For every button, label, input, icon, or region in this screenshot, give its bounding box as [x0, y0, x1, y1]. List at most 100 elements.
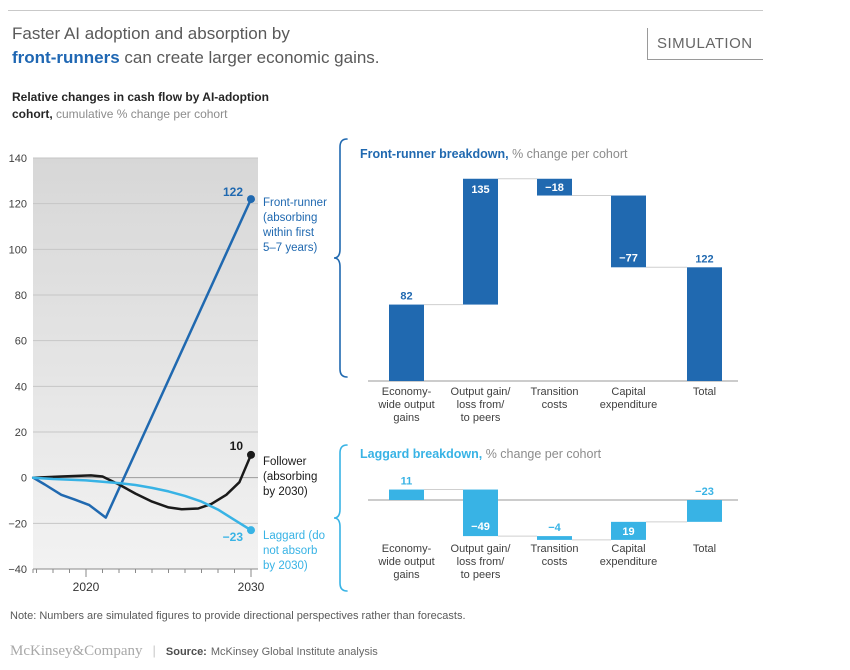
laggard-brace [333, 444, 348, 592]
cash-flow-line-chart: 140 120 100 80 60 40 20 0 −20 −40 2020 2030 122 Front… [8, 153, 327, 594]
y-axis-label: 140 [9, 153, 27, 165]
x-axis-label: 2020 [73, 580, 100, 594]
category-label: gains [393, 569, 420, 581]
subtitle-bold-word: cohort, [12, 107, 53, 121]
category-label: to peers [461, 569, 501, 581]
category-label: Economy- [382, 386, 432, 398]
y-axis-label: 20 [15, 427, 27, 439]
follower-line [31, 453, 253, 511]
category-label: Capital [611, 386, 645, 398]
footer-divider: | [152, 643, 156, 658]
laggard-annotation: not absorb [263, 545, 317, 557]
laggard-end-dot [247, 526, 255, 535]
bar-value-label: 11 [401, 476, 413, 488]
category-label: expenditure [600, 556, 658, 568]
laggard-value-label: −23 [223, 530, 244, 544]
waterfall-bar [537, 178, 572, 196]
front-runner-annotation: 5–7 years) [263, 242, 318, 254]
chart-subtitle: Relative changes in cash flow by AI-adop… [12, 89, 269, 123]
waterfall-bar [389, 304, 424, 381]
category-label: Total [693, 386, 716, 398]
laggard-annotation: by 2030) [263, 560, 308, 572]
front-runner-end-dot [247, 195, 255, 204]
subtitle-muted: cumulative % change per cohort [52, 107, 228, 121]
laggard-breakdown-title: Laggard breakdown, % change per cohort [360, 447, 601, 461]
follower-annotation: Follower [263, 456, 307, 468]
top-divider [8, 10, 763, 11]
y-axis-label: 100 [9, 244, 27, 256]
bar-value-label: 122 [695, 253, 713, 265]
y-axis-label: 0 [21, 473, 27, 485]
category-label: gains [393, 412, 420, 424]
footer: McKinsey&Company | Source: McKinsey Glob… [10, 643, 378, 660]
y-axis-label: −40 [8, 564, 27, 576]
y-axis-label: 60 [15, 336, 27, 348]
waterfall-bar [537, 536, 572, 540]
source-label: Source: [165, 646, 207, 658]
category-label: costs [542, 556, 568, 568]
waterfall-bar [687, 267, 722, 381]
page-title: Faster AI adoption and absorption by fro… [12, 22, 380, 70]
bar-value-label: −77 [619, 252, 638, 264]
simulation-badge: SIMULATION [647, 28, 763, 60]
wf1-title-bold: Front-runner breakdown, [360, 147, 509, 161]
footnote: Note: Numbers are simulated figures to p… [10, 610, 466, 622]
category-label: wide output [377, 556, 434, 568]
waterfall-bar [611, 195, 646, 268]
category-label: Capital [611, 543, 645, 555]
category-label: Economy- [382, 543, 432, 555]
y-axis-label: 40 [15, 381, 27, 393]
category-label: Transition [531, 543, 579, 555]
follower-end-dot [247, 450, 255, 459]
front-runner-annotation: Front-runner [263, 197, 327, 209]
bar-value-label: −4 [548, 522, 561, 534]
follower-value-label: 10 [230, 439, 244, 453]
y-axis-label: 120 [9, 199, 27, 211]
subtitle-line1: Relative changes in cash flow by AI-adop… [12, 90, 269, 104]
category-label: Total [693, 543, 716, 555]
wf2-title-rest: % change per cohort [482, 447, 602, 461]
bar-value-label: 19 [622, 526, 634, 538]
bar-value-label: 82 [400, 291, 412, 303]
follower-annotation: by 2030) [263, 486, 308, 498]
follower-annotation: (absorbing [263, 471, 317, 483]
source-text: McKinsey Global Institute analysis [210, 646, 378, 658]
title-rest: can create larger economic gains. [119, 48, 380, 67]
bar-value-label: −23 [695, 486, 714, 498]
y-axis-label: 80 [15, 290, 27, 302]
wf1-title-rest: % change per cohort [508, 147, 628, 161]
category-label: costs [542, 399, 568, 411]
title-line1: Faster AI adoption and absorption by [12, 24, 290, 43]
plot-area [33, 158, 258, 569]
mckinsey-logo: McKinsey&Company [10, 643, 143, 659]
waterfall-bar [389, 489, 424, 500]
category-label: wide output [377, 399, 434, 411]
wf2-title-bold: Laggard breakdown, [360, 447, 483, 461]
waterfall-bar [463, 178, 498, 305]
front-runner-value-label: 122 [223, 185, 243, 199]
front-runners-highlight: front-runners [12, 48, 120, 67]
waterfall-bar [463, 489, 498, 537]
category-label: Transition [531, 386, 579, 398]
waterfall-bar [687, 500, 722, 522]
category-label: loss from/ [457, 399, 506, 411]
waterfall-bar [611, 521, 646, 540]
category-label: to peers [461, 412, 501, 424]
category-label: Output gain/ [451, 543, 512, 555]
bar-value-label: −18 [545, 182, 564, 194]
bar-value-label: −49 [471, 521, 490, 533]
laggard-annotation: Laggard (do [263, 530, 325, 542]
bar-value-label: 135 [471, 184, 489, 196]
front-runner-breakdown-title: Front-runner breakdown, % change per coh… [360, 147, 627, 161]
front-runner-line [31, 197, 253, 519]
x-axis-label: 2030 [238, 580, 265, 594]
front-runner-annotation: (absorbing [263, 212, 317, 224]
y-axis-label: −20 [8, 518, 27, 530]
category-label: Output gain/ [451, 386, 512, 398]
front-runner-annotation: within first [262, 227, 315, 239]
category-label: expenditure [600, 399, 658, 411]
category-label: loss from/ [457, 556, 506, 568]
